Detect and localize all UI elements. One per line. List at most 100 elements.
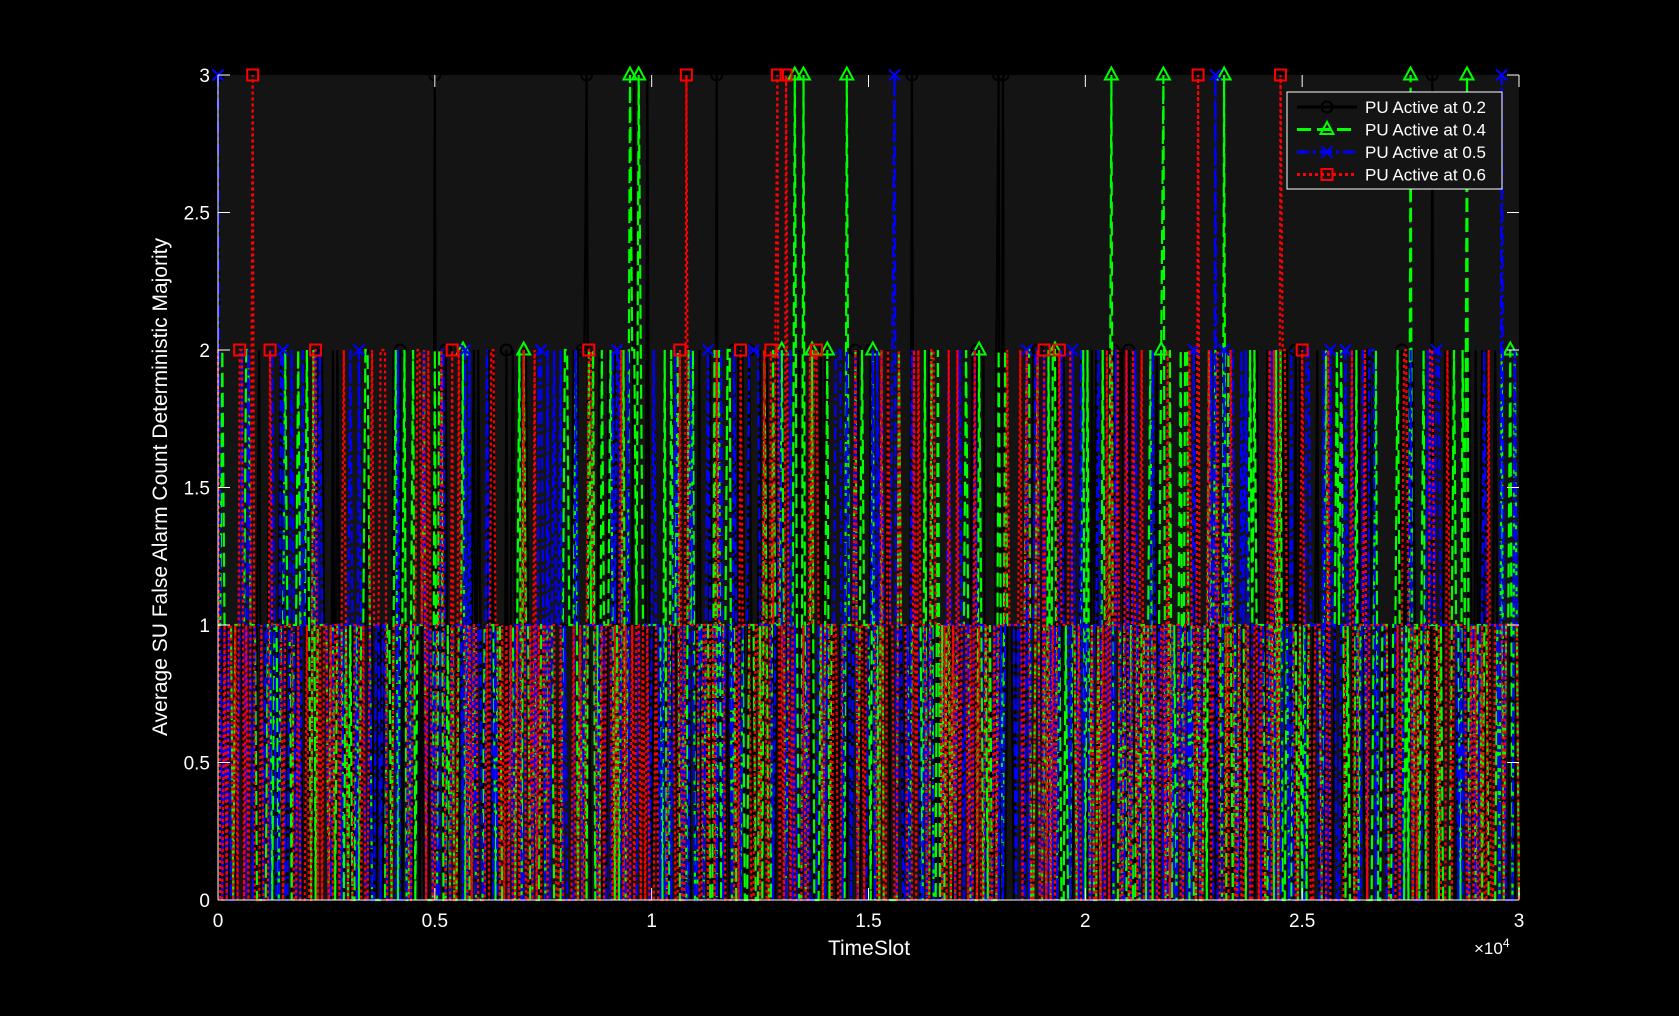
y-tick-label: 0.5: [184, 754, 210, 775]
marker-stroke: [1217, 343, 1231, 357]
marker-stroke: [1320, 145, 1334, 159]
data-point-marker: [905, 68, 919, 82]
marker-stroke: [1066, 343, 1079, 357]
data-point-marker: [246, 68, 260, 82]
marker-stroke: [534, 343, 548, 357]
x-axis-exponent-power: 4: [1503, 936, 1510, 950]
data-point-marker: [992, 68, 1006, 82]
marker-stroke: [276, 343, 290, 357]
data-point-marker: [263, 343, 277, 357]
data-point-marker: [309, 343, 323, 357]
data-point-marker: [819, 340, 836, 356]
x-tick-label: 2: [1080, 911, 1091, 932]
series-line: [216, 74, 1521, 902]
marker-stroke: [1324, 343, 1337, 357]
data-point-marker: [764, 343, 778, 357]
data-point-marker: [1215, 65, 1233, 81]
marker-stroke: [458, 343, 472, 357]
data-point-marker: [1339, 343, 1352, 357]
data-point-marker: [1395, 343, 1409, 357]
data-point-marker: [1402, 65, 1419, 81]
data-point-marker: [710, 68, 724, 82]
y-tick-label: 1: [199, 616, 210, 637]
data-point-marker: [1191, 68, 1205, 82]
y-tick-label: 3: [199, 66, 210, 87]
x-tick-label: 2.5: [1289, 911, 1315, 932]
data-point-marker: [499, 343, 513, 357]
data-point-marker: [1217, 343, 1231, 357]
marker-stroke: [1209, 68, 1222, 82]
data-point-marker: [352, 343, 366, 357]
x-axis-exponent: ×104: [1474, 936, 1510, 958]
data-point-marker: [970, 340, 988, 356]
data-point-marker: [393, 343, 407, 357]
legend-marker: [1318, 119, 1336, 135]
marker-stroke: [1020, 343, 1033, 357]
data-point-marker: [630, 65, 647, 81]
legend-entry: PU Active at 0.5: [1297, 143, 1486, 162]
x-tick-label: 1.5: [855, 911, 881, 932]
data-point-marker: [1153, 340, 1170, 356]
data-point-marker: [1066, 343, 1079, 357]
y-tick-label: 2.5: [184, 204, 210, 225]
legend-marker: [1320, 100, 1334, 114]
marker-stroke: [1339, 343, 1352, 357]
data-point-marker: [534, 343, 548, 357]
y-tick-label: 2: [199, 341, 210, 362]
series-markers: [233, 68, 1309, 357]
legend-label: PU Active at 0.5: [1365, 143, 1486, 162]
x-tick-label: 0.5: [422, 911, 448, 932]
y-tick-label: 0: [199, 891, 210, 912]
legend-marker: [1320, 145, 1334, 159]
data-point-marker: [1295, 343, 1309, 357]
legend-entry: PU Active at 0.2: [1297, 98, 1486, 117]
data-point-marker: [458, 343, 472, 357]
data-point-marker: [1103, 65, 1120, 81]
data-point-marker: [439, 343, 453, 357]
data-point-marker: [701, 343, 715, 357]
data-point-marker: [838, 65, 855, 81]
data-point-marker: [580, 68, 594, 82]
data-point-marker: [747, 343, 760, 357]
data-point-marker: [1502, 340, 1519, 356]
data-point-marker: [1107, 343, 1121, 357]
data-point-marker: [795, 65, 812, 81]
legend-entry: PU Active at 0.6: [1297, 166, 1486, 185]
data-point-marker: [770, 68, 784, 82]
legend-entry: PU Active at 0.4: [1297, 119, 1486, 140]
data-point-marker: [445, 343, 459, 357]
data-point-marker: [582, 343, 596, 357]
data-point-marker: [1052, 343, 1066, 357]
data-point-marker: [734, 343, 748, 357]
data-point-marker: [1273, 68, 1287, 82]
data-point-marker: [1209, 68, 1222, 82]
data-point-marker: [1155, 65, 1172, 81]
x-axis-label: TimeSlot: [828, 937, 910, 960]
legend-label: PU Active at 0.6: [1365, 166, 1486, 185]
x-tick-label: 3: [1514, 911, 1525, 932]
data-point-marker: [1324, 343, 1337, 357]
data-point-marker: [1020, 343, 1033, 357]
legend: PU Active at 0.2 PU Active at 0.4 PU Activ…: [1286, 91, 1503, 190]
data-point-marker: [779, 68, 793, 82]
data-point-marker: [679, 68, 693, 82]
x-tick-label: 1: [646, 911, 657, 932]
data-point-marker: [1495, 68, 1508, 82]
data-point-marker: [1458, 65, 1476, 81]
data-point-marker: [1037, 343, 1051, 357]
series-markers: [211, 68, 1508, 357]
legend-label: PU Active at 0.2: [1365, 98, 1486, 117]
marker-stroke: [352, 343, 366, 357]
y-tick-label: 1.5: [184, 479, 210, 500]
y-axis-label: Average SU False Alarm Count Determinist…: [149, 238, 172, 736]
data-point-marker: [809, 343, 823, 357]
data-point-marker: [276, 343, 290, 357]
ticks-layer: 0 0.5 1 1.5 2 2.5 3 0 0.5 1 1.5 2 2.5 3: [184, 66, 1525, 932]
marker-stroke: [701, 343, 715, 357]
series-4: [216, 68, 1521, 902]
data-point-marker: [673, 343, 687, 357]
marker-stroke: [888, 68, 901, 82]
data-point-marker: [233, 343, 247, 357]
